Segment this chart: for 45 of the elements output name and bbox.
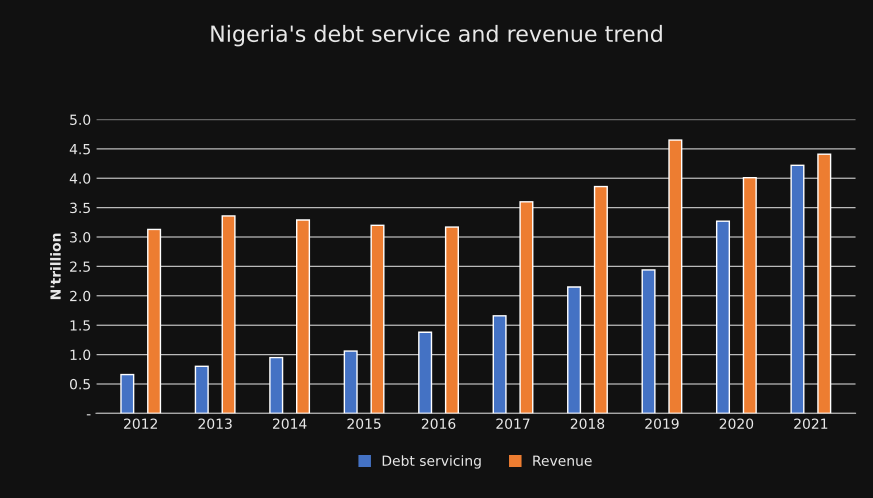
bar <box>370 224 385 414</box>
x-tick-label: 2020 <box>720 418 754 429</box>
x-tick-label: 2017 <box>496 418 530 429</box>
y-axis-title: N'trillion <box>50 234 61 300</box>
x-tick-label: 2018 <box>570 418 604 429</box>
bar <box>790 164 804 414</box>
x-tick-label: 2015 <box>347 418 381 429</box>
x-tick-label: 2014 <box>272 418 307 429</box>
y-tick-label: 2.0 <box>70 290 90 302</box>
chart-title: Nigeria's debt service and revenue trend <box>211 24 662 46</box>
legend-label: Revenue <box>533 456 592 466</box>
y-tick-label: 4.5 <box>70 144 90 154</box>
bar <box>642 269 656 414</box>
bar <box>594 186 608 414</box>
x-tick-label: 2021 <box>794 418 828 429</box>
x-tick-label: 2013 <box>198 418 232 429</box>
bar <box>418 332 432 414</box>
bar <box>120 374 134 414</box>
bar <box>519 201 534 414</box>
y-tick-label: 2.5 <box>70 261 90 272</box>
y-tick-label: 3.0 <box>70 232 90 243</box>
bar <box>716 220 730 414</box>
bar <box>222 215 236 414</box>
y-tick-label: 1.0 <box>70 350 90 360</box>
y-tick-label: - <box>86 414 90 416</box>
y-tick-label: 3.5 <box>70 202 90 214</box>
bar <box>147 228 162 414</box>
bar <box>817 153 832 414</box>
bar <box>742 177 757 414</box>
bar <box>344 350 358 414</box>
bar <box>668 139 682 414</box>
x-tick-label: 2012 <box>124 418 157 429</box>
bar <box>269 356 284 414</box>
x-tick-label: 2019 <box>645 418 679 429</box>
y-tick-label: 4.0 <box>70 173 90 184</box>
bar <box>194 366 209 414</box>
y-tick-label: 1.5 <box>70 320 90 331</box>
bar <box>492 315 507 414</box>
bar <box>444 226 459 414</box>
legend-label: Debt servicing <box>382 455 481 469</box>
bar <box>296 219 310 414</box>
x-tick-label: 2016 <box>422 418 456 429</box>
y-tick-label: 0.5 <box>70 378 90 390</box>
y-tick-label: 5.0 <box>70 114 90 125</box>
bar <box>567 286 582 414</box>
